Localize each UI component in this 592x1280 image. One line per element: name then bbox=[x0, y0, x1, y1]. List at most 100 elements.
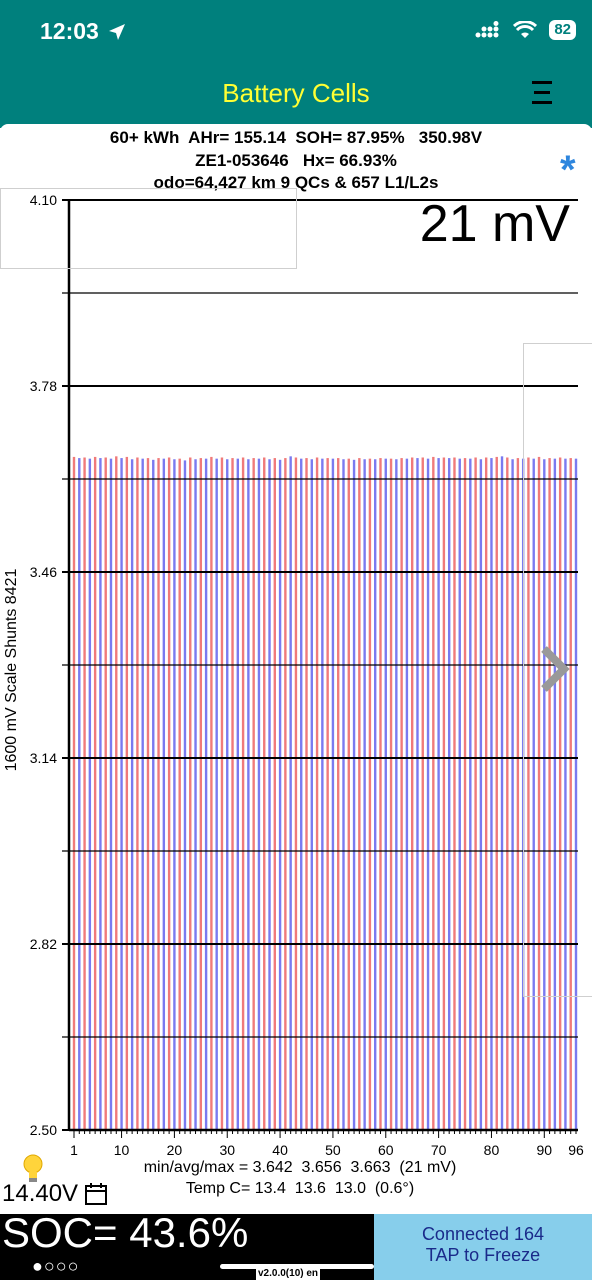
cell-bar bbox=[506, 457, 509, 1130]
cell-bar bbox=[231, 458, 234, 1130]
cell-bar bbox=[125, 456, 129, 1131]
cell-bar bbox=[527, 457, 530, 1130]
cell-bar bbox=[120, 458, 123, 1130]
cellular-signal-icon bbox=[475, 21, 499, 38]
cell-bar bbox=[358, 458, 361, 1130]
summary-line-2: ZE1-053646 Hx= 66.93% bbox=[195, 151, 397, 170]
cell-bar bbox=[310, 459, 313, 1130]
temperature-stats: Temp C= 13.4 13.6 13.0 (0.6°) bbox=[185, 1180, 415, 1197]
chevron-right-icon[interactable] bbox=[536, 644, 572, 694]
cell-bar bbox=[410, 457, 414, 1130]
cell-bar bbox=[384, 458, 387, 1130]
cell-bar bbox=[405, 458, 409, 1130]
cell-bar bbox=[210, 456, 213, 1131]
cell-bar bbox=[564, 458, 567, 1130]
cell-bar bbox=[72, 456, 76, 1131]
cell-bar bbox=[453, 457, 456, 1130]
cell-bar bbox=[167, 457, 171, 1130]
cell-bar bbox=[543, 459, 546, 1130]
x-tick-label: 40 bbox=[272, 1142, 288, 1158]
cell-bar bbox=[447, 458, 451, 1130]
status-icons: 82 bbox=[475, 20, 576, 40]
cell-bar bbox=[379, 458, 382, 1130]
star-icon[interactable]: * bbox=[560, 148, 576, 192]
cell-bar bbox=[300, 458, 303, 1130]
cell-bar bbox=[416, 458, 419, 1130]
cell-bar bbox=[273, 458, 276, 1130]
cell-bar bbox=[99, 458, 102, 1130]
voltage-spread-value: 21 mV bbox=[419, 195, 570, 253]
lightbulb-icon[interactable] bbox=[22, 1154, 44, 1184]
cell-bar bbox=[516, 458, 520, 1130]
cell-bar bbox=[548, 458, 551, 1130]
cell-bar bbox=[194, 459, 197, 1130]
cell-bar bbox=[495, 456, 498, 1131]
side-panel-handle[interactable] bbox=[523, 343, 592, 997]
cell-bar bbox=[368, 458, 372, 1130]
cell-bar bbox=[88, 458, 92, 1130]
summary-line-1: 60+ kWh AHr= 155.14 SOH= 87.95% 350.98V bbox=[109, 128, 483, 147]
cell-bar bbox=[215, 458, 218, 1130]
cell-bar bbox=[321, 458, 324, 1130]
cell-bar bbox=[83, 457, 86, 1130]
cell-bar bbox=[178, 458, 181, 1130]
y-tick-label: 4.10 bbox=[30, 192, 57, 208]
connection-status: Connected 164 bbox=[421, 1224, 545, 1244]
cell-bar bbox=[305, 458, 308, 1130]
x-tick-label: 60 bbox=[378, 1142, 394, 1158]
status-time: 12:03 bbox=[40, 18, 127, 45]
cell-bar bbox=[268, 459, 271, 1130]
cell-bar bbox=[500, 456, 504, 1130]
cell-bar bbox=[252, 458, 255, 1130]
cell-bar bbox=[115, 456, 118, 1130]
connection-freeze-button[interactable]: Connected 164 TAP to Freeze bbox=[374, 1214, 592, 1280]
voltage-stats: min/avg/max = 3.642 3.656 3.663 (21 mV) bbox=[143, 1159, 457, 1176]
cell-bar bbox=[236, 458, 240, 1130]
y-tick-label: 3.46 bbox=[30, 564, 57, 580]
x-tick-label: 70 bbox=[431, 1142, 447, 1158]
x-tick-label: 30 bbox=[219, 1142, 235, 1158]
home-indicator[interactable] bbox=[220, 1264, 374, 1269]
cell-bar bbox=[289, 456, 292, 1130]
cell-bar bbox=[152, 459, 155, 1131]
menu-icon[interactable] bbox=[530, 78, 554, 106]
cell-bar bbox=[363, 459, 366, 1130]
cell-bar bbox=[395, 459, 398, 1130]
cell-voltage-chart[interactable]: 4.10 3.78 3.46 3.14 2.82 2.50 1 10 20 30 40 50 60 70 8… bbox=[0, 0, 592, 1160]
cell-bar bbox=[284, 458, 287, 1130]
x-tick-label: 96 bbox=[568, 1142, 584, 1158]
cell-bar bbox=[146, 458, 150, 1130]
cell-bar bbox=[389, 458, 393, 1130]
cell-bar bbox=[136, 457, 139, 1130]
cell-bar bbox=[537, 456, 541, 1131]
wifi-icon bbox=[513, 21, 538, 38]
cell-bar bbox=[484, 457, 488, 1130]
y-tick-label: 2.82 bbox=[30, 936, 57, 952]
cell-bar bbox=[257, 458, 261, 1130]
cell-bar bbox=[104, 457, 107, 1130]
page-title: Battery Cells bbox=[222, 78, 370, 108]
page-indicator-dots[interactable]: ●○○○ bbox=[32, 1256, 80, 1276]
x-tick-label: 20 bbox=[167, 1142, 183, 1158]
cell-bar bbox=[437, 458, 440, 1130]
y-tick-label: 3.78 bbox=[30, 378, 57, 394]
info-popup-box[interactable] bbox=[0, 188, 297, 269]
x-tick-label: 1 bbox=[70, 1142, 78, 1158]
cell-bar bbox=[130, 459, 134, 1130]
cell-bar bbox=[347, 458, 350, 1130]
y-tick-label: 2.50 bbox=[30, 1122, 57, 1138]
cell-bar bbox=[479, 459, 483, 1130]
cell-bar bbox=[157, 458, 160, 1130]
cell-bar bbox=[247, 459, 250, 1130]
cell-bar bbox=[199, 458, 203, 1130]
calendar-icon[interactable] bbox=[84, 1182, 108, 1206]
cell-bar bbox=[352, 459, 356, 1131]
cell-bar bbox=[458, 458, 461, 1130]
cell-bar bbox=[490, 458, 493, 1130]
cell-bar bbox=[532, 458, 535, 1130]
cell-bar bbox=[183, 460, 187, 1130]
cell-bar bbox=[109, 458, 113, 1130]
x-tick-label: 80 bbox=[484, 1142, 500, 1158]
cell-bar bbox=[141, 458, 144, 1130]
cell-bar bbox=[263, 457, 266, 1130]
